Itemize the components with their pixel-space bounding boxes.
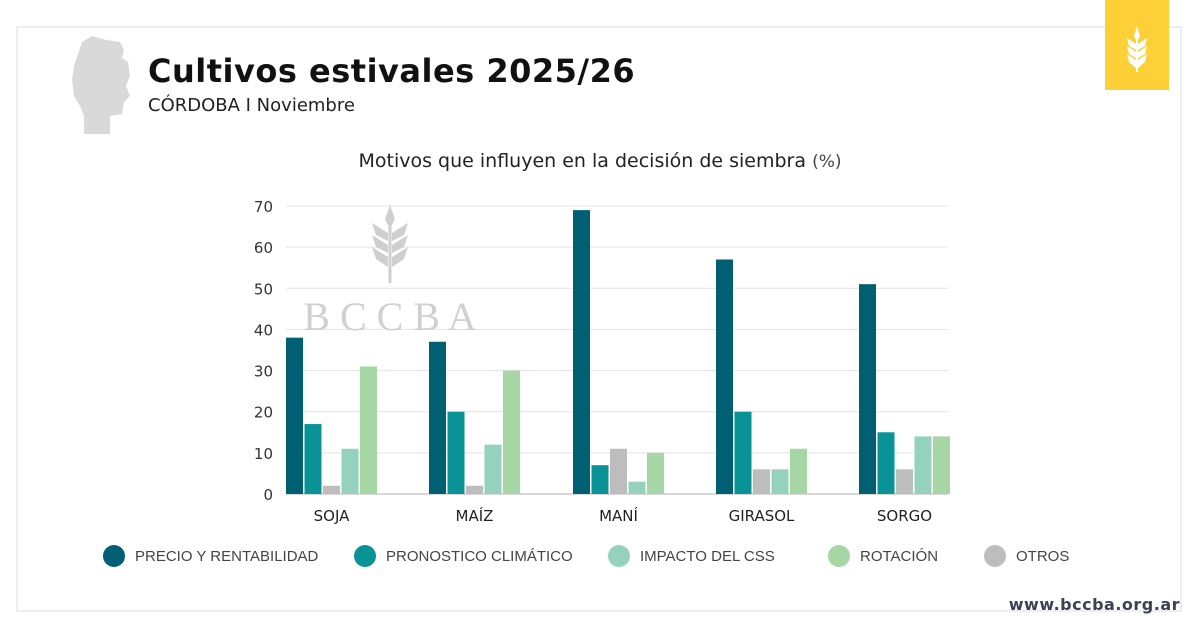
legend-label: PRONOSTICO CLIMÁTICO [386, 547, 573, 565]
bar-soja-2 [304, 424, 322, 494]
logo-badge [1105, 0, 1169, 90]
x-tick-label: SOJA [314, 507, 350, 525]
chart-title: Motivos que influyen en la decisión de s… [0, 150, 1200, 172]
chart-title-unit: (%) [812, 152, 842, 172]
legend-item: IMPACTO DEL CSS [608, 545, 775, 567]
bar-maíz-5 [503, 370, 520, 494]
legend-swatch [828, 545, 850, 567]
y-tick-label: 30 [254, 363, 273, 381]
wheat-icon [1127, 26, 1147, 72]
watermark-wheat-icon [372, 205, 408, 283]
bar-maíz-3 [466, 485, 483, 494]
bar-maní-1 [573, 210, 590, 494]
y-tick-label: 0 [263, 486, 273, 504]
legend-item: PRECIO Y RENTABILIDAD [103, 545, 318, 567]
y-tick-label: 60 [254, 239, 273, 257]
bar-maní-2 [591, 465, 609, 494]
legend-swatch [608, 545, 630, 567]
card-frame [16, 26, 1182, 612]
bar-maní-5 [647, 452, 664, 494]
bar-soja-4 [341, 448, 359, 494]
bar-girasol-1 [716, 259, 733, 494]
x-tick-label: GIRASOL [729, 507, 795, 525]
bar-maní-3 [610, 448, 627, 494]
legend-item: ROTACIÓN [828, 545, 938, 567]
bar-sorgo-1 [859, 284, 876, 494]
legend-label: PRECIO Y RENTABILIDAD [135, 547, 319, 565]
watermark-text: B C C B A [303, 294, 477, 339]
bar-girasol-5 [790, 448, 807, 494]
x-tick-label: MANÍ [599, 506, 638, 525]
page-title: Cultivos estivales 2025/26 [148, 52, 636, 90]
page-subtitle: CÓRDOBA I Noviembre [148, 95, 355, 116]
chart-title-text: Motivos que influyen en la decisión de s… [358, 150, 807, 172]
bar-girasol-2 [734, 411, 752, 494]
legend-item: OTROS [984, 545, 1069, 567]
bccba-watermark: B C C B A [303, 205, 477, 339]
legend-swatch [984, 545, 1006, 567]
footer-url[interactable]: www.bccba.org.ar [1008, 595, 1180, 614]
x-tick-label: MAÍZ [456, 506, 494, 525]
legend-swatch [354, 545, 376, 567]
y-tick-label: 50 [254, 280, 273, 298]
bar-girasol-3 [753, 469, 770, 494]
y-tick-label: 10 [254, 445, 273, 463]
bar-maní-4 [628, 481, 646, 494]
bar-sorgo-3 [896, 469, 913, 494]
y-tick-label: 70 [254, 198, 273, 216]
bar-maíz-1 [429, 341, 446, 494]
legend-label: OTROS [1016, 547, 1070, 565]
cordoba-map-icon [72, 36, 130, 134]
bar-maíz-2 [447, 411, 465, 494]
bar-sorgo-5 [933, 436, 950, 494]
legend-swatch [103, 545, 125, 567]
bar-soja-1 [286, 337, 303, 494]
bar-sorgo-4 [914, 436, 932, 494]
legend-label: IMPACTO DEL CSS [640, 547, 775, 565]
legend-item: PRONOSTICO CLIMÁTICO [354, 545, 573, 567]
bar-sorgo-2 [877, 432, 895, 494]
y-tick-label: 40 [254, 321, 273, 339]
x-tick-label: SORGO [877, 507, 932, 525]
bar-girasol-4 [771, 469, 789, 494]
bar-soja-3 [323, 485, 340, 494]
legend-label: ROTACIÓN [860, 547, 939, 565]
bar-maíz-4 [484, 444, 502, 494]
bar-soja-5 [360, 366, 377, 494]
y-tick-label: 20 [254, 404, 273, 422]
